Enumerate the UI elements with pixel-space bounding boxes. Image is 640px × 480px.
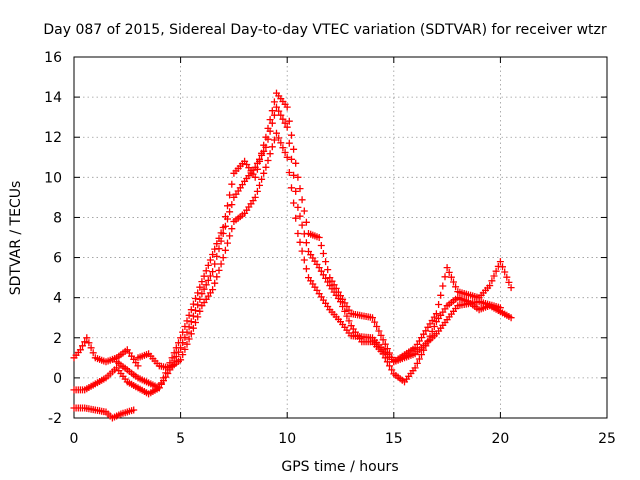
y-tick-label: 6 bbox=[53, 251, 62, 267]
y-tick-label: 14 bbox=[44, 90, 62, 106]
data-point-markers bbox=[113, 89, 515, 392]
chart-title: Day 087 of 2015, Sidereal Day-to-day VTE… bbox=[43, 22, 607, 38]
x-tick-label: 0 bbox=[70, 431, 79, 447]
y-tick-label: 0 bbox=[53, 371, 62, 387]
y-tick-label: 16 bbox=[44, 50, 62, 66]
y-tick-label: 12 bbox=[44, 130, 62, 146]
x-tick-label: 25 bbox=[598, 431, 616, 447]
data-point-markers bbox=[70, 334, 142, 370]
y-tick-label: 8 bbox=[53, 210, 62, 226]
y-tick-label: -2 bbox=[48, 411, 62, 427]
x-tick-label: 15 bbox=[385, 431, 403, 447]
y-tick-label: 10 bbox=[44, 170, 62, 186]
data-point-markers bbox=[70, 404, 138, 422]
data-series-group bbox=[134, 129, 504, 372]
x-axis: 0 5 10 15 20 25 bbox=[70, 57, 616, 447]
data-series-group bbox=[70, 334, 142, 370]
x-tick-label: 5 bbox=[176, 431, 185, 447]
data-series-group bbox=[113, 89, 515, 392]
y-tick-label: 2 bbox=[53, 331, 62, 347]
y-axis: -2 0 2 4 6 8 10 12 14 16 bbox=[44, 50, 607, 427]
y-tick-label: 4 bbox=[53, 291, 62, 307]
data-series bbox=[70, 89, 515, 422]
x-tick-label: 20 bbox=[491, 431, 509, 447]
data-point-markers bbox=[134, 129, 504, 372]
x-axis-label: GPS time / hours bbox=[281, 459, 398, 475]
data-series-group bbox=[70, 404, 138, 422]
y-axis-label: SDTVAR / TECUs bbox=[8, 181, 24, 296]
plot-frame bbox=[73, 56, 608, 419]
x-tick-label: 10 bbox=[278, 431, 296, 447]
